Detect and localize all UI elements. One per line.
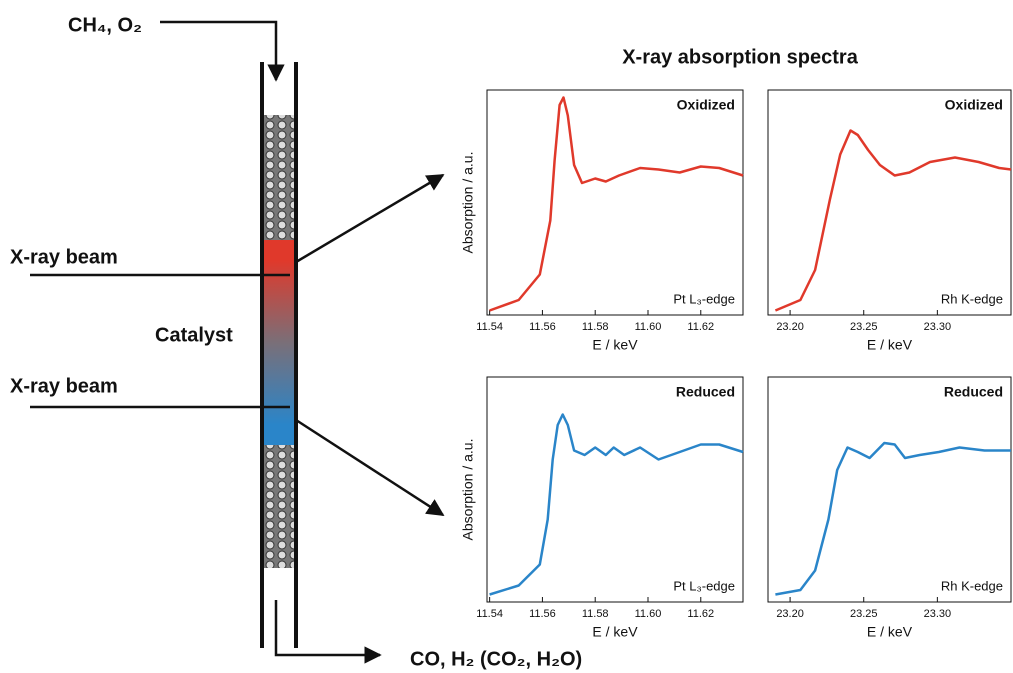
edge-label: Rh K-edge bbox=[941, 578, 1003, 593]
plot-frame bbox=[486, 376, 744, 603]
x-tick-label: 11.56 bbox=[529, 321, 556, 333]
inlet-label: CH₄, O₂ bbox=[68, 14, 142, 36]
spectrum-line bbox=[775, 441, 1011, 596]
plot-frame bbox=[486, 89, 744, 316]
y-axis-label: Absorption / a.u. bbox=[460, 439, 476, 541]
plot-frame bbox=[767, 376, 1012, 603]
beam-label: X-ray beam bbox=[10, 246, 118, 268]
panel-annotation: Oxidized bbox=[945, 97, 1003, 113]
arrows bbox=[30, 20, 445, 664]
x-tick-label: 11.58 bbox=[582, 321, 609, 333]
plot-frame bbox=[767, 89, 1012, 316]
x-tick-label: 11.54 bbox=[476, 321, 503, 333]
reactor bbox=[260, 62, 298, 648]
panel-annotation: Oxidized bbox=[677, 97, 735, 113]
edge-label: Rh K-edge bbox=[941, 291, 1003, 306]
x-tick-label: 11.58 bbox=[582, 608, 609, 620]
catalyst-label: Catalyst bbox=[155, 324, 233, 346]
x-axis-label: E / keV bbox=[867, 337, 913, 353]
edge-label: Pt L₃-edge bbox=[673, 291, 735, 306]
x-tick-label: 23.25 bbox=[850, 608, 878, 620]
x-axis-label: E / keV bbox=[592, 624, 638, 640]
y-axis-label: Absorption / a.u. bbox=[460, 152, 476, 254]
x-tick-label: 23.20 bbox=[776, 321, 804, 333]
x-tick-label: 23.25 bbox=[850, 321, 878, 333]
panel-annotation: Reduced bbox=[944, 384, 1003, 400]
x-axis-label: E / keV bbox=[592, 337, 638, 353]
panel-annotation: Reduced bbox=[676, 384, 735, 400]
figure-title: X-ray absorption spectra bbox=[622, 46, 859, 68]
spectrum-line bbox=[489, 96, 744, 312]
x-tick-label: 11.60 bbox=[635, 608, 662, 620]
x-tick-label: 11.54 bbox=[476, 608, 503, 620]
x-tick-label: 11.62 bbox=[687, 608, 714, 620]
spectrum-line bbox=[774, 129, 1012, 312]
outlet-label: CO, H₂ (CO₂, H₂O) bbox=[410, 648, 582, 670]
edge-label: Pt L₃-edge bbox=[673, 578, 735, 593]
x-tick-label: 11.60 bbox=[635, 321, 662, 333]
x-axis-label: E / keV bbox=[867, 624, 913, 640]
x-tick-label: 23.30 bbox=[924, 608, 952, 620]
x-tick-label: 11.62 bbox=[687, 321, 714, 333]
x-tick-label: 23.30 bbox=[924, 321, 952, 333]
beam-label: X-ray beam bbox=[10, 375, 118, 397]
x-tick-label: 23.20 bbox=[776, 608, 804, 620]
spectrum-line bbox=[489, 413, 744, 596]
x-tick-label: 11.56 bbox=[529, 608, 556, 620]
